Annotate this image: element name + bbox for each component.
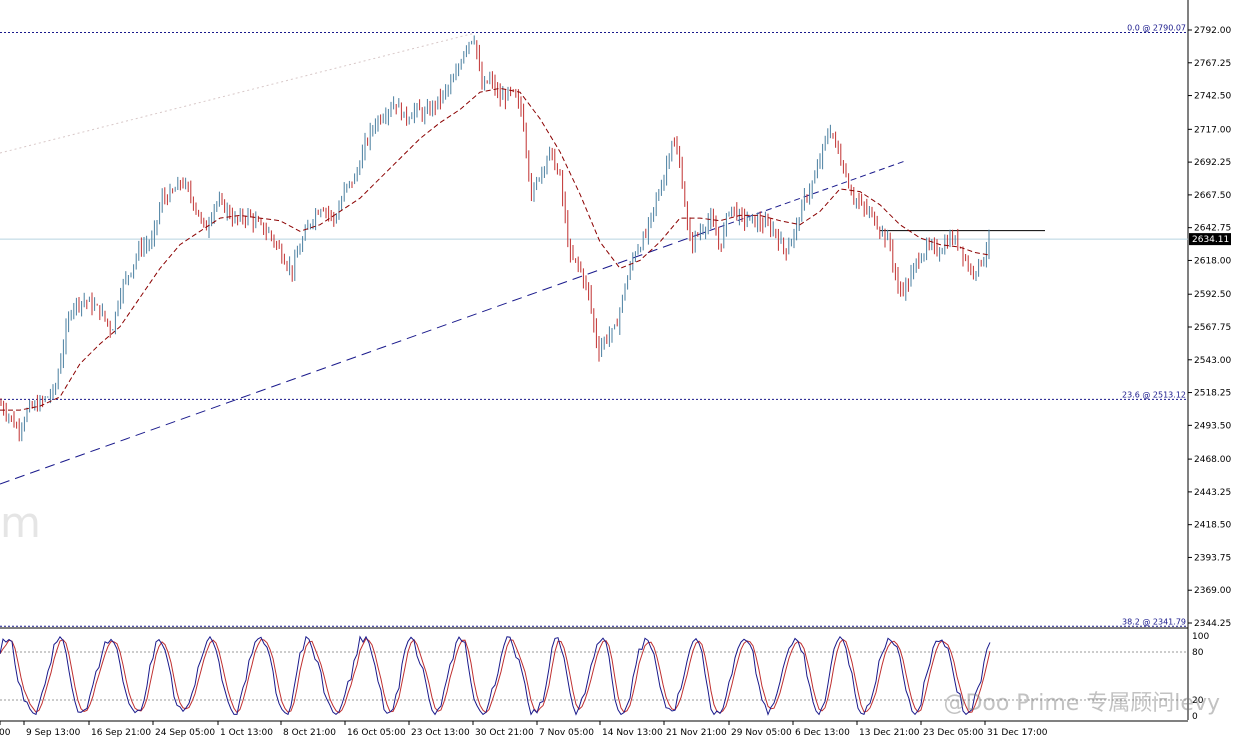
- time-tick-label: 31 Dec 17:00: [987, 728, 1048, 738]
- price-tick-label: 2443.25: [1194, 488, 1231, 498]
- time-tick-label: 14 Nov 13:00: [602, 728, 663, 738]
- time-tick-label: 9 Sep 13:00: [26, 728, 81, 738]
- time-tick-label: 24 Sep 05:00: [155, 728, 215, 738]
- time-tick-label: 16 Oct 05:00: [347, 728, 406, 738]
- price-tick-label: 2692.25: [1194, 158, 1231, 168]
- moving-average-series: [0, 87, 991, 411]
- price-tick-label: 2344.25: [1194, 619, 1231, 629]
- moving-average-line: [0, 87, 991, 411]
- price-tick-label: 2567.75: [1194, 323, 1231, 333]
- time-tick-label: 23 Oct 13:00: [411, 728, 470, 738]
- time-tick-label: 16 Sep 21:00: [91, 728, 151, 738]
- fib-level-label: 0.0 @ 2790.07: [1127, 24, 1186, 33]
- price-axis-labels: 2792.00 2767.25 2742.50 2717.00 2692.25 2667.…: [1188, 26, 1231, 629]
- current-price-label: 2634.11: [1192, 235, 1229, 245]
- stoch-tick-label: 80: [1192, 648, 1204, 658]
- time-tick-label: 6 Dec 13:00: [795, 728, 850, 738]
- time-tick-label: 00: [0, 728, 11, 738]
- price-tick-label: 2717.00: [1194, 125, 1231, 135]
- time-tick-label: 21 Nov 21:00: [666, 728, 727, 738]
- stochastic-oscillator: 100 80 20 0: [0, 632, 1209, 722]
- time-axis-labels: 00 9 Sep 13:00 16 Sep 21:00 24 Sep 05:00 1 O…: [0, 721, 1048, 738]
- time-tick-label: 29 Nov 05:00: [731, 728, 792, 738]
- price-tick-label: 2418.50: [1194, 521, 1231, 531]
- time-tick-label: 30 Oct 21:00: [475, 728, 534, 738]
- price-tick-label: 2642.75: [1194, 224, 1231, 234]
- watermark-left: m: [0, 498, 41, 547]
- candlestick-series: [0, 35, 990, 442]
- trendlines: [0, 32, 906, 485]
- price-tick-label: 2767.25: [1194, 59, 1231, 69]
- price-tick-label: 2493.50: [1194, 421, 1231, 431]
- stoch-tick-label: 100: [1192, 632, 1209, 642]
- stoch-tick-label: 0: [1192, 712, 1198, 722]
- uptrend-line-extension: [699, 160, 906, 235]
- fib-level-label: 23.6 @ 2513.12: [1122, 390, 1186, 399]
- uptrend-line: [0, 233, 701, 485]
- price-tick-label: 2592.50: [1194, 290, 1231, 300]
- price-tick-label: 2742.50: [1194, 92, 1231, 102]
- price-tick-label: 2618.00: [1194, 256, 1231, 266]
- stoch-signal-line: [0, 637, 991, 714]
- current-price-tag: [1189, 233, 1231, 246]
- time-tick-label: 1 Oct 13:00: [220, 728, 273, 738]
- time-tick-label: 13 Dec 21:00: [859, 728, 920, 738]
- watermark: @Doo Prime 专属顾问levy: [943, 691, 1220, 716]
- fib-base-line: [0, 32, 476, 154]
- fib-level-label: 38.2 @ 2341.79: [1122, 617, 1186, 626]
- price-tick-label: 2667.50: [1194, 191, 1231, 201]
- price-tick-label: 2393.75: [1194, 553, 1231, 563]
- time-tick-label: 8 Oct 21:00: [283, 728, 336, 738]
- price-tick-label: 2468.00: [1194, 455, 1231, 465]
- price-tick-label: 2518.25: [1194, 389, 1231, 399]
- price-tick-label: 2792.00: [1194, 26, 1231, 36]
- price-tick-label: 2543.00: [1194, 356, 1231, 366]
- stoch-tick-label: 20: [1192, 696, 1204, 706]
- time-tick-label: 7 Nov 05:00: [539, 728, 594, 738]
- time-tick-label: 23 Dec 05:00: [923, 728, 984, 738]
- fibonacci-labels: 0.0 @ 2790.07 23.6 @ 2513.12 38.2 @ 2341.7…: [1122, 24, 1186, 627]
- stoch-main-line: [0, 635, 991, 716]
- reference-lines: [0, 32, 1188, 627]
- price-tick-label: 2369.00: [1194, 586, 1231, 596]
